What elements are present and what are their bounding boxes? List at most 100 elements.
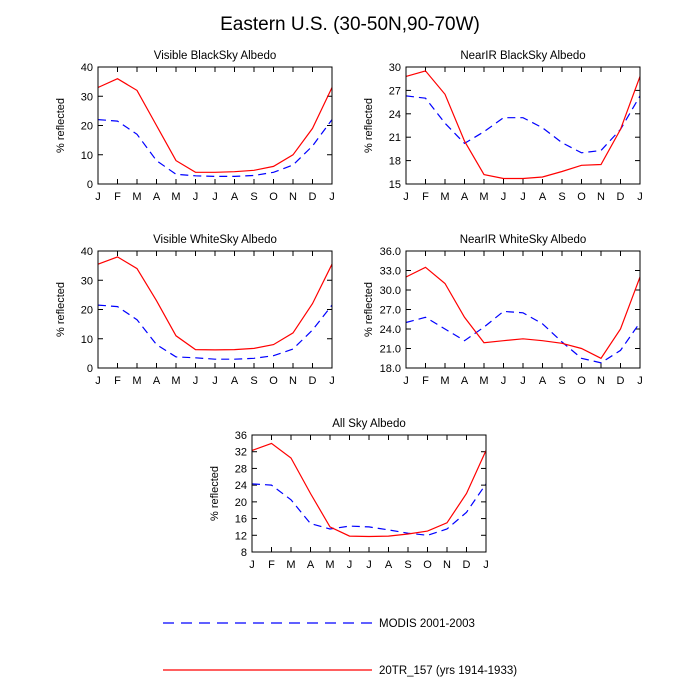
series-line <box>97 119 333 177</box>
y-axis-label: % reflected <box>363 98 375 153</box>
x-tick-label: A <box>231 375 239 387</box>
x-tick-label: S <box>558 191 565 203</box>
x-tick-label: D <box>309 191 317 203</box>
x-tick-label: M <box>171 191 180 203</box>
y-tick-label: 40 <box>81 246 93 258</box>
plot-frame <box>251 434 487 553</box>
x-tick-label: J <box>403 191 409 203</box>
x-tick-label: O <box>269 191 278 203</box>
x-tick-label: J <box>520 191 526 203</box>
x-tick-label: N <box>597 375 605 387</box>
x-tick-label: D <box>309 375 317 387</box>
chart-panels: Visible BlackSky Albedo % reflected 0 10 20 3… <box>55 50 643 571</box>
x-tick-label: J <box>212 191 218 203</box>
y-tick-label: 27.0 <box>380 305 401 317</box>
x-tick-label: S <box>558 375 565 387</box>
figure-title: Eastern U.S. (30-50N,90-70W) <box>220 14 480 35</box>
x-tick-label: F <box>422 191 429 203</box>
x-tick-label: J <box>403 375 409 387</box>
y-tick-label: 24.0 <box>380 324 401 336</box>
x-tick-label: M <box>440 191 449 203</box>
x-tick-label: M <box>440 375 449 387</box>
y-tick-label: 30 <box>81 91 93 103</box>
y-tick-label: 27 <box>389 85 401 97</box>
y-tick-label: 21.0 <box>380 344 401 356</box>
x-tick-label: M <box>479 191 488 203</box>
x-tick-label: D <box>617 375 625 387</box>
series-line <box>97 304 333 360</box>
x-tick-label: J <box>193 375 199 387</box>
series-line <box>97 256 333 351</box>
x-tick-label: J <box>366 559 372 571</box>
y-tick-label: 40 <box>81 62 93 74</box>
x-tick-label: J <box>249 559 255 571</box>
series-line <box>251 442 487 538</box>
y-axis-label: % reflected <box>209 466 221 521</box>
x-tick-label: J <box>347 559 353 571</box>
y-tick-label: 36.0 <box>380 246 401 258</box>
y-tick-label: 20 <box>81 305 93 317</box>
x-tick-label: J <box>483 559 489 571</box>
x-tick-label: A <box>539 191 547 203</box>
y-tick-label: 30 <box>389 62 401 74</box>
y-tick-label: 28 <box>235 463 247 475</box>
x-tick-label: N <box>443 559 451 571</box>
y-axis-label: % reflected <box>55 98 67 153</box>
x-tick-label: F <box>422 375 429 387</box>
y-tick-label: 10 <box>81 334 93 346</box>
y-tick-label: 20 <box>81 121 93 133</box>
y-tick-label: 20 <box>235 497 247 509</box>
panel-title: All Sky Albedo <box>332 418 406 430</box>
y-tick-label: 8 <box>241 547 247 559</box>
x-tick-label: A <box>153 191 161 203</box>
series-line <box>97 78 333 173</box>
x-tick-label: O <box>269 375 278 387</box>
plot-frame <box>97 250 333 369</box>
x-tick-label: O <box>577 191 586 203</box>
x-tick-label: J <box>95 375 101 387</box>
chart-panel: Visible BlackSky Albedo % reflected 0 10 20 3… <box>55 50 335 203</box>
x-tick-label: J <box>637 375 643 387</box>
x-tick-label: A <box>539 375 547 387</box>
x-tick-label: N <box>289 191 297 203</box>
x-tick-label: A <box>153 375 161 387</box>
legend-label: 20TR_157 (yrs 1914-1933) <box>379 665 517 677</box>
x-tick-label: N <box>597 191 605 203</box>
panel-title: NearIR WhiteSky Albedo <box>460 234 587 246</box>
plot-frame <box>405 66 641 185</box>
chart-panel: NearIR WhiteSky Albedo % reflected 18.0 21.… <box>363 234 643 387</box>
x-tick-label: J <box>501 375 507 387</box>
x-tick-label: M <box>479 375 488 387</box>
x-tick-label: F <box>114 375 121 387</box>
y-tick-label: 10 <box>81 150 93 162</box>
x-tick-label: M <box>286 559 295 571</box>
legend-label: MODIS 2001-2003 <box>379 618 475 630</box>
x-tick-label: J <box>501 191 507 203</box>
y-tick-label: 24 <box>389 109 401 121</box>
series-line <box>405 70 641 180</box>
y-tick-label: 18 <box>389 156 401 168</box>
series-line <box>405 266 641 360</box>
y-tick-label: 15 <box>389 179 401 191</box>
x-tick-label: F <box>268 559 275 571</box>
x-tick-label: S <box>404 559 411 571</box>
y-tick-label: 33.0 <box>380 266 401 278</box>
x-tick-label: M <box>132 375 141 387</box>
x-tick-label: A <box>461 191 469 203</box>
chart-panel: NearIR BlackSky Albedo % reflected 15 18 21 2… <box>363 50 643 203</box>
x-tick-label: J <box>95 191 101 203</box>
x-tick-label: J <box>520 375 526 387</box>
x-tick-label: M <box>132 191 141 203</box>
y-tick-label: 36 <box>235 430 247 442</box>
series-line <box>251 483 487 536</box>
y-tick-label: 16 <box>235 514 247 526</box>
plot-frame <box>97 66 333 185</box>
x-tick-label: J <box>193 191 199 203</box>
x-tick-label: M <box>325 559 334 571</box>
y-tick-label: 30.0 <box>380 285 401 297</box>
chart-legend: MODIS 2001-2003 20TR_157 (yrs 1914-1933) <box>163 618 517 677</box>
x-tick-label: J <box>637 191 643 203</box>
x-tick-label: D <box>617 191 625 203</box>
x-tick-label: J <box>329 375 335 387</box>
